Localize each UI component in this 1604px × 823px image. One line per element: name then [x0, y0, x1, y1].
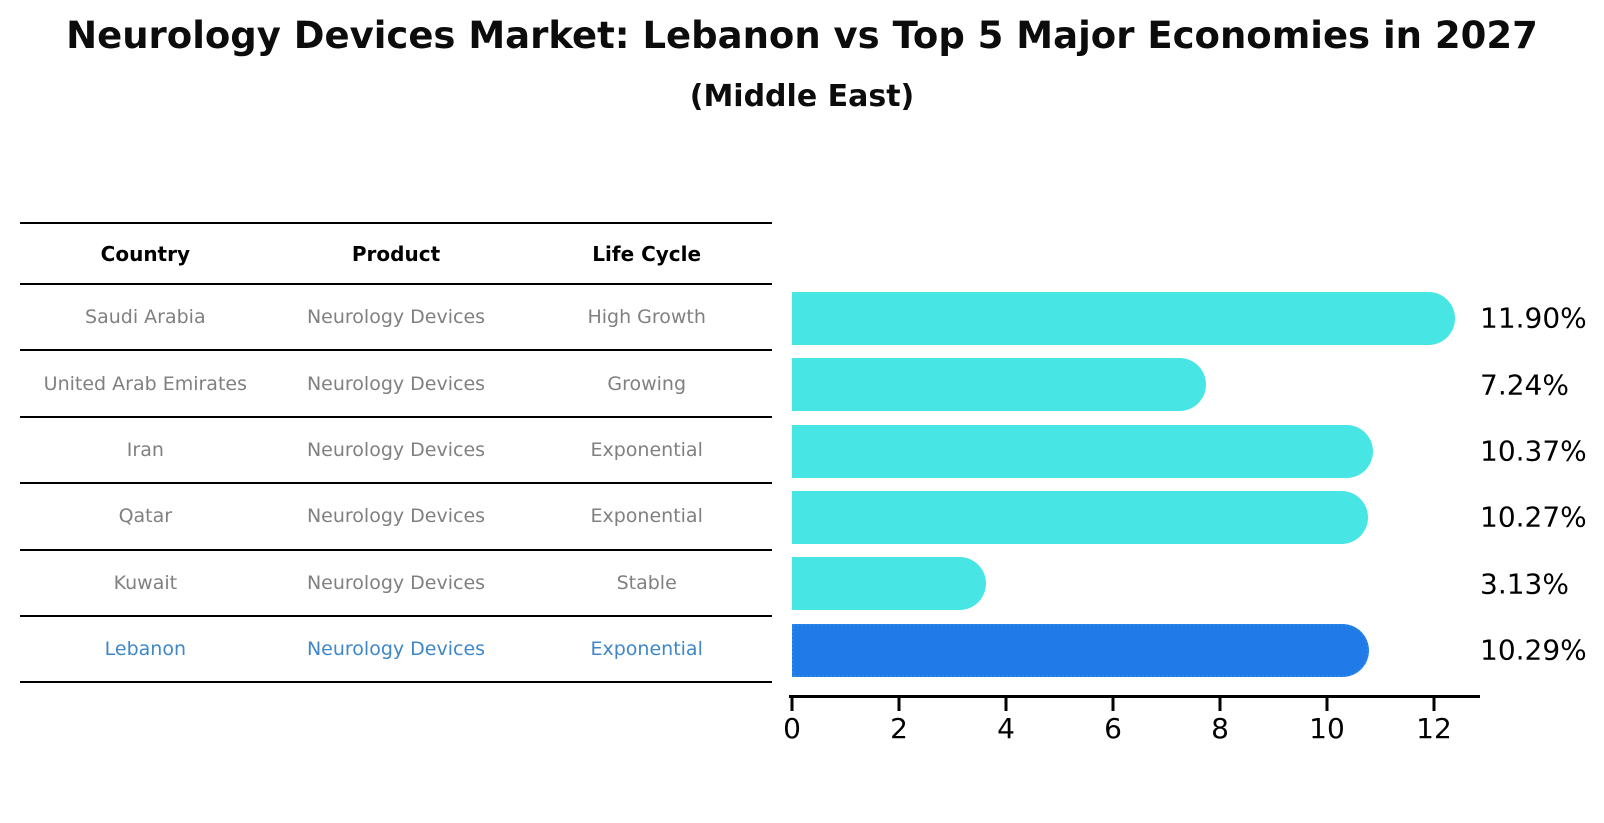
table-row: Kuwait Neurology Devices Stable [20, 551, 772, 617]
cell-product: Neurology Devices [306, 571, 486, 594]
country-table: Country Product Life Cycle Saudi Arabia N… [20, 222, 772, 684]
bar-value-label: 10.27% [1480, 500, 1587, 534]
x-tick-mark [1218, 698, 1222, 711]
chart-title: Neurology Devices Market: Lebanon vs Top… [66, 14, 1538, 57]
bar [792, 424, 1374, 478]
table-row: Lebanon Neurology Devices Exponential [20, 617, 772, 684]
cell-life-cycle: Exponential [590, 438, 703, 461]
cell-product: Neurology Devices [306, 372, 486, 395]
cell-country: United Arab Emirates [43, 372, 247, 395]
x-tick-label: 10 [1309, 712, 1345, 745]
x-tick-mark [1111, 698, 1115, 711]
chart-subtitle: (Middle East) [689, 79, 915, 114]
cell-product: Neurology Devices [306, 638, 486, 661]
table-row: Qatar Neurology Devices Exponential [20, 484, 772, 551]
bar [792, 358, 1206, 412]
bar-value-label: 10.37% [1480, 434, 1587, 468]
x-tick-mark [1432, 698, 1436, 711]
cell-country: Kuwait [113, 571, 178, 594]
bar [792, 291, 1456, 345]
cell-country: Iran [126, 438, 164, 461]
cell-country: Lebanon [104, 638, 187, 661]
table-row: Saudi Arabia Neurology Devices High Growth [20, 285, 772, 352]
cell-product: Neurology Devices [306, 438, 486, 461]
bar [792, 623, 1369, 677]
bar-value-label: 10.29% [1480, 633, 1587, 667]
table-header-row: Country Product Life Cycle [20, 222, 772, 285]
header-life-cycle: Life Cycle [592, 241, 702, 266]
cell-life-cycle: Exponential [590, 505, 703, 528]
bar-value-label: 7.24% [1480, 368, 1569, 402]
cell-country: Saudi Arabia [85, 306, 206, 329]
cell-product: Neurology Devices [306, 306, 486, 329]
cell-life-cycle: Stable [616, 571, 677, 594]
x-tick-label: 0 [783, 712, 801, 745]
x-tick-mark [790, 698, 794, 711]
header-product: Product [351, 241, 441, 266]
cell-life-cycle: High Growth [587, 306, 706, 329]
bar-value-label: 3.13% [1480, 567, 1569, 601]
header-country: Country [100, 241, 191, 266]
x-tick-label: 2 [890, 712, 908, 745]
table-row: Iran Neurology Devices Exponential [20, 418, 772, 485]
x-tick-label: 6 [1104, 712, 1122, 745]
x-tick-mark [1004, 698, 1008, 711]
bar [792, 557, 986, 611]
x-tick-label: 12 [1416, 712, 1452, 745]
cell-life-cycle: Exponential [590, 638, 703, 661]
cell-life-cycle: Growing [607, 372, 687, 395]
x-axis-line [789, 695, 1480, 698]
bar-value-label: 11.90% [1480, 301, 1587, 335]
x-tick-label: 4 [997, 712, 1015, 745]
table-row: United Arab Emirates Neurology Devices Gro… [20, 351, 772, 418]
x-tick-mark [897, 698, 901, 711]
x-tick-mark [1325, 698, 1329, 711]
cell-product: Neurology Devices [306, 505, 486, 528]
table-body: Saudi Arabia Neurology Devices High Growth… [20, 285, 772, 684]
x-tick-label: 8 [1211, 712, 1229, 745]
bar [792, 490, 1368, 544]
cell-country: Qatar [118, 505, 173, 528]
